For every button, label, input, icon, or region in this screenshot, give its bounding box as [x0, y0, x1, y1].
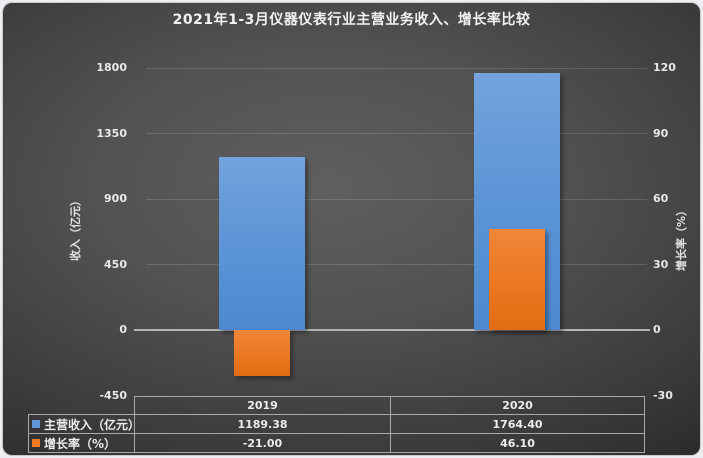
- chart-title: 2021年1-3月仪器仪表行业主营业务收入、增长率比较: [172, 12, 531, 28]
- table-series-label-row1: 增长率（%）: [28, 433, 135, 453]
- zero-axis-line: [134, 329, 650, 331]
- growth-bar-2020: [489, 229, 545, 330]
- right-axis-tick-label: 60: [653, 192, 669, 205]
- right-axis-tick-label: 120: [653, 61, 676, 74]
- table-header-2020: 2020: [390, 396, 645, 415]
- right-axis-tick-label: 30: [653, 257, 669, 271]
- y-gridline: [146, 133, 647, 134]
- legend-label: 主营收入（亿元）: [44, 417, 135, 432]
- left-axis-tick-label: 0: [119, 323, 127, 336]
- legend-label: 增长率（%）: [44, 436, 117, 451]
- left-axis-tick-label: -450: [99, 388, 127, 402]
- table-series-label-row0: 主营收入（亿元）: [28, 414, 135, 434]
- y-gridline: [146, 67, 647, 69]
- left-axis-tick-label: 450: [104, 257, 127, 271]
- left-axis-tick-label: 900: [104, 192, 127, 205]
- table-header-2019: 2019: [134, 396, 391, 415]
- legend-swatch-growth: [32, 439, 40, 447]
- right-axis-tick-label: 0: [653, 323, 661, 336]
- left-axis-tick-label: 1800: [96, 61, 127, 74]
- growth-bar-2019: [234, 330, 290, 376]
- y-gridline: [146, 264, 647, 265]
- table-value-2019-row0: 1189.38: [134, 414, 391, 434]
- legend-swatch-revenue: [32, 420, 40, 428]
- right-axis-tick-label: 90: [653, 126, 669, 140]
- chart-panel: [3, 3, 700, 455]
- right-axis-tick-label: -30: [653, 388, 673, 402]
- revenue-bar-2019: [219, 156, 305, 330]
- table-value-2020-row0: 1764.40: [390, 414, 645, 434]
- y-gridline: [146, 198, 647, 200]
- left-axis-tick-label: 1350: [96, 126, 127, 140]
- table-value-2020-row1: 46.10: [390, 433, 645, 453]
- table-value-2019-row1: -21.00: [134, 433, 391, 453]
